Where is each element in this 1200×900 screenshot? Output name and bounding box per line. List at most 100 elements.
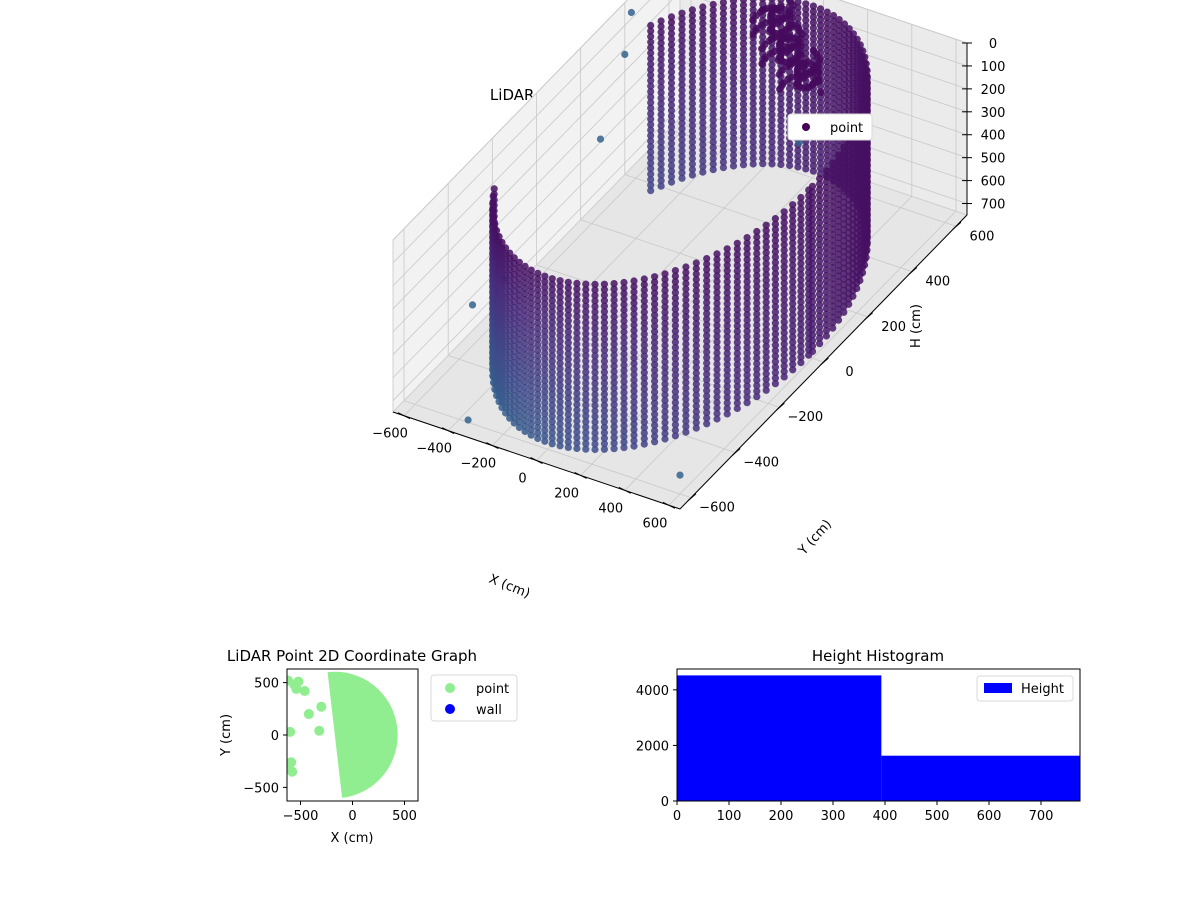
scatter-point-3d [789,327,797,335]
scatter-point-3d [534,346,542,354]
scatter-point-3d [777,149,785,158]
scatter-point-3d [729,41,738,49]
scatter-point-3d [630,359,638,368]
scatter-point-3d [600,357,609,365]
scatter-point-3d [759,105,767,113]
scatter-point-3d [591,324,599,332]
scatter-point-3d [749,121,757,130]
scatter-point-3d [834,190,843,198]
scatter-point-3d [600,363,609,371]
scatter-point-3d [733,327,741,335]
scatter-point-3d [699,146,707,154]
scatter-point-3d [709,28,717,36]
scatter-point-3d [600,319,609,327]
scatter-point-3d [753,354,761,362]
scatter-point-3d [556,343,564,351]
scatter-point-3d [591,280,599,288]
scatter-point-3d [809,13,818,21]
scatter-point-3d [647,21,655,30]
scatter-point-3d [797,320,805,328]
scatter-point-3d [699,36,707,44]
scatter-point-3d [556,381,564,389]
scatter-point-3d [719,37,728,45]
scatter-point-3d [829,56,838,64]
scatter-point-3d [762,265,770,273]
scatter-point-3d [591,363,599,371]
scatter-point-3d [733,305,741,313]
scatter-point-3d [600,368,609,376]
scatter-point-3d [591,335,599,343]
scatter-point-3d [802,11,810,19]
scatter-point-3d [657,144,665,152]
scatter-point-3d [829,269,837,277]
scatter-point-3d [657,133,665,141]
scatter-point-3d [541,410,549,418]
scatter-point-3d [600,374,609,382]
scatter-point-3d [582,401,590,409]
scatter-point-3d [620,278,628,287]
chart-2d-points [287,671,398,798]
scatter-point-3d [527,393,535,401]
scatter-point-3d [816,38,825,46]
scatter-point-3d [527,343,535,351]
scatter-point-3d [762,287,770,295]
scatter-point-3d [515,418,524,426]
scatter-point-3d [723,316,731,324]
scatter-point-3d [556,348,564,356]
scatter-point-3d [739,23,748,31]
scatter-point-3d [490,185,498,193]
scatter-point-3d [591,319,599,327]
scatter-point-3d [802,22,810,30]
scatter-point-3d [786,156,794,164]
scatter-point-3d [780,323,788,331]
scatter-point-3d [647,170,655,178]
scatter-point-3d [556,398,564,406]
scatter-point-3d [688,72,697,80]
scatter-point-3d [829,28,838,36]
scatter-point-3d [829,313,837,321]
scatter-point-3d [527,332,535,340]
scatter-point-3d [759,0,767,8]
scatter-point-3d [548,429,556,437]
scatter-point-3d [729,151,738,159]
scatter-point-3d [699,157,707,165]
scatter-point-3d [591,374,599,382]
scatter-point-3d [780,356,788,364]
scatter-point-3d [743,283,751,291]
scatter-point-3d [733,300,741,308]
y-tick-label: 0 [845,365,853,380]
scatter-point-3d [777,155,785,163]
scatter-point-3d [743,272,751,280]
scatter-point-3d [829,159,837,167]
scatter-point-3d [723,250,731,258]
scatter-point-3d [527,305,535,313]
scatter-point-3d [762,271,770,279]
scatter-point-3d [534,313,542,321]
scatter-point-3d [786,90,794,98]
scatter-point-3d [515,346,524,354]
scatter-point-3d [548,302,556,310]
scatter-point-3d [729,74,738,82]
scatter-point-3d [610,324,618,332]
scatter-point-3d [548,286,556,294]
scatter-point-3d [759,149,767,157]
scatter-point-3d [600,396,609,404]
scatter-point-3d [759,127,767,135]
scatter-point-3d [780,329,788,337]
scatter-point-3d [582,335,590,343]
scatter-point-3d [805,307,813,315]
scatter-point-3d [591,379,599,388]
scatter-point-3d [780,318,788,326]
scatter-point-3d [534,269,542,277]
scatter-point-3d [582,429,590,437]
scatter-point-3d [491,220,499,228]
y-tick-label-2d: 500 [254,677,279,692]
x-tick-label: −400 [416,442,452,457]
scatter-point-3d [823,63,831,71]
scatter-point-3d [620,400,628,408]
scatter-point-3d [789,338,797,346]
scatter-point-3d [657,149,665,157]
scatter-point-3d [688,33,697,42]
scatter-point-3d [762,337,770,345]
scatter-point-3d [743,399,751,407]
